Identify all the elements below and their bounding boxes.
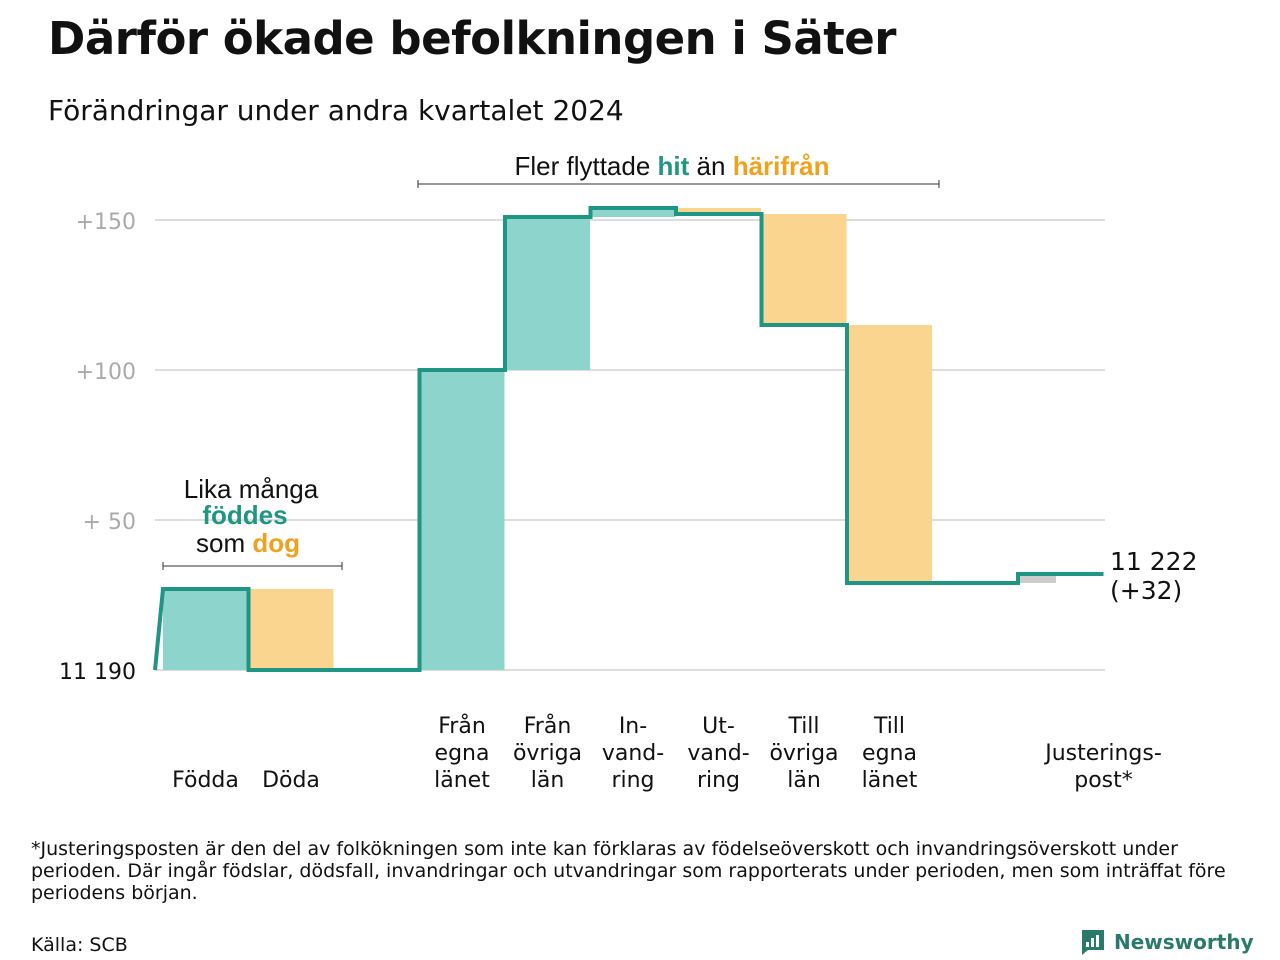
category-label: övriga: [513, 741, 582, 766]
top-annotation-hit: hit: [658, 151, 690, 181]
category-label: vand-: [687, 741, 749, 766]
category-label: Döda: [262, 768, 320, 793]
category-label: länet: [862, 768, 918, 793]
bar: [505, 217, 590, 370]
y-tick-label: 11 190: [59, 660, 136, 685]
category-label: egna: [862, 741, 917, 766]
category-label: post*: [1074, 768, 1133, 793]
category-label: Justerings-: [1043, 741, 1162, 766]
brand-name: Newsworthy: [1114, 930, 1254, 954]
chart-subtitle: Förändringar under andra kvartalet 2024: [48, 94, 624, 127]
bar: [1018, 574, 1056, 583]
bar: [590, 208, 676, 217]
category-label: egna: [435, 741, 490, 766]
category-label: övriga: [769, 741, 838, 766]
category-label: Från: [438, 713, 486, 739]
left-annotation-dog: dog: [252, 528, 300, 558]
newsworthy-logo-icon: [1082, 930, 1104, 955]
bar: [761, 214, 847, 325]
y-tick-label: +100: [76, 360, 136, 385]
category-label: In-: [619, 714, 647, 739]
category-label: ring: [697, 768, 740, 793]
left-annotation-line1: Lika många: [184, 474, 319, 504]
category-label: län: [787, 768, 821, 793]
bar: [847, 325, 932, 583]
gridlines: 11 190 + 50 +100 +150: [59, 210, 1105, 685]
brand-logo: Newsworthy: [1080, 928, 1254, 956]
waterfall-chart: 11 190+ 50+100+150 Födda DödaFrånegnaläne…: [59, 151, 1197, 793]
left-annotation-fodde: föddes: [202, 500, 287, 530]
category-label: Från: [524, 713, 572, 739]
top-annotation-harifran: härifrån: [733, 151, 830, 181]
category-label: Ut-: [702, 714, 735, 739]
chart-title: Därför ökade befolkningen i Säter: [48, 12, 896, 65]
bar: [163, 589, 248, 670]
bar: [248, 589, 334, 670]
y-tick-label: + 50: [83, 510, 136, 535]
end-value-number: 11 222: [1110, 547, 1197, 576]
category-label: Till: [873, 714, 905, 739]
end-value-label: 11 222 (+32): [1110, 547, 1197, 605]
category-label: Födda: [172, 768, 239, 793]
y-tick-label: +150: [76, 210, 136, 235]
bar: [419, 370, 505, 670]
top-annotation-mid: än: [697, 151, 726, 181]
category-labels: Födda DödaFrånegnalänetFrånövrigalänIn-va…: [172, 713, 1162, 793]
category-label: ring: [611, 768, 654, 793]
category-label: vand-: [602, 741, 664, 766]
footnote: *Justeringsposten är den del av folkökni…: [31, 838, 1226, 904]
bars: [163, 208, 1056, 670]
end-value-change: (+32): [1110, 576, 1182, 605]
left-annotation-line3: som dog: [196, 528, 300, 558]
top-annotation: Fler flyttade hit än härifrån: [417, 151, 940, 188]
left-annotation-som: som: [196, 528, 245, 558]
source-credit: Källa: SCB: [31, 934, 128, 956]
category-label: län: [531, 768, 565, 793]
bar: [676, 208, 761, 214]
category-label: länet: [434, 768, 490, 793]
category-label: Till: [787, 714, 819, 739]
running-total-path: [153, 206, 1104, 672]
top-annotation-text: Fler flyttade hit än härifrån: [514, 151, 829, 181]
top-annotation-prefix: Fler flyttade: [514, 151, 650, 181]
left-annotation: Lika många föddes som dog: [162, 474, 343, 570]
running-total-line: [153, 206, 1104, 672]
